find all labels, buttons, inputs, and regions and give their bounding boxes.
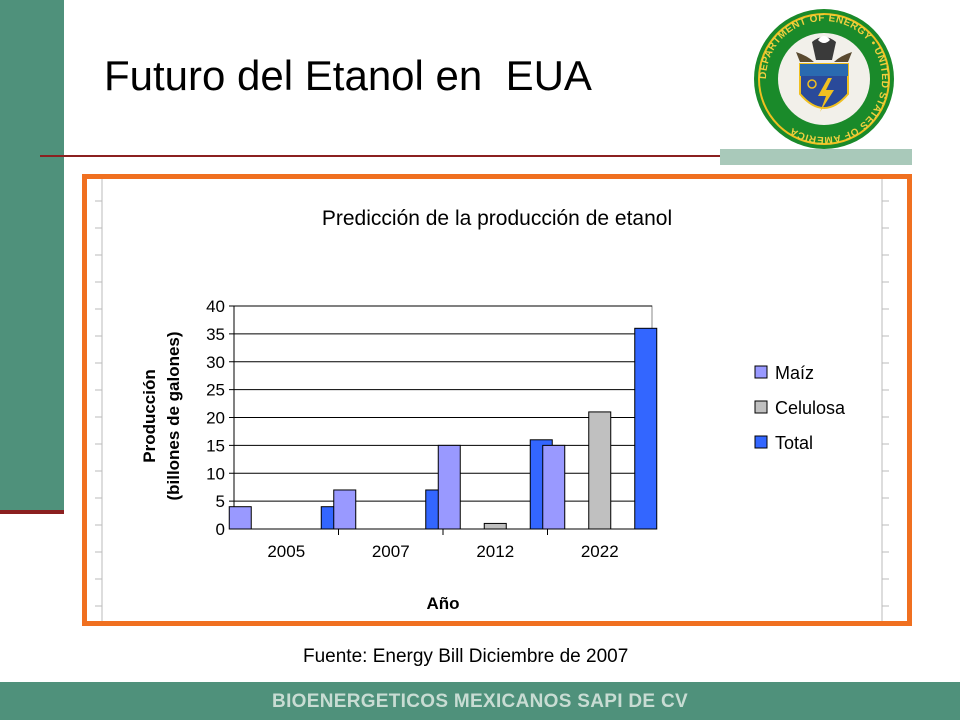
department-of-energy-seal-icon: DEPARTMENT OF ENERGY • UNITED STATES OF … [754, 9, 894, 149]
title-rule [40, 155, 912, 157]
y-tick-label: 35 [206, 325, 225, 344]
source-note: Fuente: Energy Bill Diciembre de 2007 [303, 646, 629, 667]
chart-legend: Maíz Celulosa Total [754, 363, 846, 453]
bar-maíz-2007 [333, 489, 357, 530]
production-bar-chart: Predicción de la producción de etanol 0 5… [95, 179, 889, 621]
legend-swatch [754, 365, 768, 379]
frame-tick-marks [95, 179, 889, 621]
x-tick-label: 2022 [581, 542, 619, 561]
x-axis-label: Año [426, 594, 459, 613]
y-tick-label: 20 [206, 409, 225, 428]
bar-total-2022 [634, 327, 658, 530]
left-accent-bar-edge [0, 510, 64, 514]
bar-maíz-2005 [228, 506, 252, 530]
legend-label: Maíz [775, 363, 814, 383]
y-tick-label: 0 [216, 520, 225, 539]
x-tick-label: 2012 [476, 542, 514, 561]
footer-bar: BIOENERGETICOS MEXICANOS SAPI DE CV [0, 682, 960, 720]
chart-frame: Predicción de la producción de etanol 0 5… [82, 174, 912, 626]
legend-swatch [754, 400, 768, 414]
y-tick-label: 10 [206, 464, 225, 483]
legend-label: Total [775, 433, 813, 453]
y-tick-label: 15 [206, 436, 225, 455]
x-tick-label: 2005 [267, 542, 305, 561]
left-accent-bar [0, 0, 64, 512]
x-tick-label: 2007 [372, 542, 410, 561]
y-tick-label: 40 [206, 297, 225, 316]
y-tick-label: 5 [216, 492, 225, 511]
legend-swatch [754, 435, 768, 449]
bar-celulosa-2022 [588, 411, 612, 530]
y-axis-label-line-1: Producción [140, 369, 159, 463]
legend-label: Celulosa [775, 398, 846, 418]
slide-title: Futuro del Etanol en EUA [104, 52, 592, 99]
y-axis-label-line-2: (billones de galones) [164, 331, 183, 500]
y-tick-label: 30 [206, 353, 225, 372]
bar-maíz-2012 [437, 444, 461, 530]
bar-maíz-2022 [542, 444, 566, 530]
y-tick-label: 25 [206, 381, 225, 400]
chart-title: Predicción de la producción de etanol [322, 207, 672, 230]
title-accent-bar [720, 149, 912, 165]
bar-celulosa-2012 [483, 522, 507, 530]
